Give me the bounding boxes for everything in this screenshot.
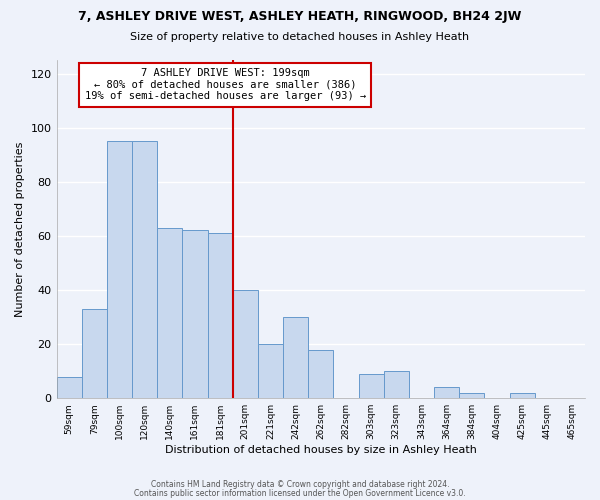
Text: 7, ASHLEY DRIVE WEST, ASHLEY HEATH, RINGWOOD, BH24 2JW: 7, ASHLEY DRIVE WEST, ASHLEY HEATH, RING… xyxy=(79,10,521,23)
Bar xyxy=(56,376,82,398)
Bar xyxy=(509,393,535,398)
Bar xyxy=(258,344,283,398)
Text: Contains HM Land Registry data © Crown copyright and database right 2024.: Contains HM Land Registry data © Crown c… xyxy=(151,480,449,489)
Bar xyxy=(308,350,334,398)
Text: Size of property relative to detached houses in Ashley Heath: Size of property relative to detached ho… xyxy=(130,32,470,42)
Bar xyxy=(132,141,157,398)
Bar xyxy=(107,141,132,398)
Bar xyxy=(208,233,233,398)
Bar xyxy=(383,371,409,398)
Bar xyxy=(283,317,308,398)
Bar xyxy=(233,290,258,398)
Y-axis label: Number of detached properties: Number of detached properties xyxy=(15,142,25,317)
Bar xyxy=(182,230,208,398)
Bar xyxy=(459,393,484,398)
Bar xyxy=(434,388,459,398)
Text: Contains public sector information licensed under the Open Government Licence v3: Contains public sector information licen… xyxy=(134,489,466,498)
Text: 7 ASHLEY DRIVE WEST: 199sqm
← 80% of detached houses are smaller (386)
19% of se: 7 ASHLEY DRIVE WEST: 199sqm ← 80% of det… xyxy=(85,68,366,102)
Bar xyxy=(157,228,182,398)
Bar xyxy=(82,309,107,398)
X-axis label: Distribution of detached houses by size in Ashley Heath: Distribution of detached houses by size … xyxy=(165,445,477,455)
Bar xyxy=(359,374,383,398)
